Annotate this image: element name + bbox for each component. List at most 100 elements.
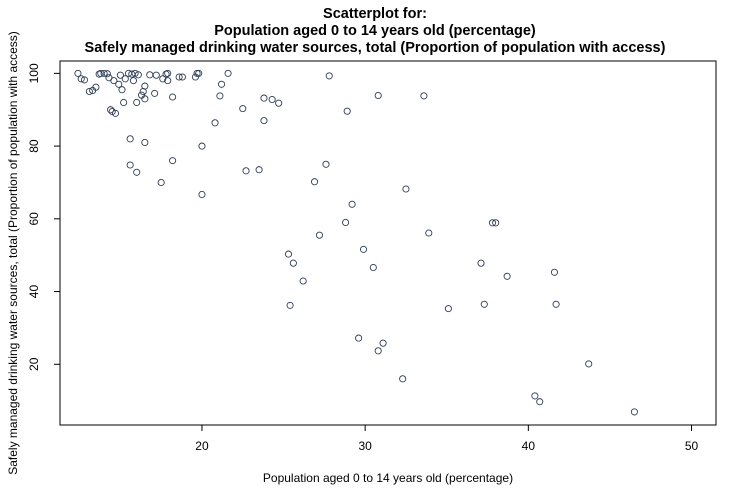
chart-title-line-1: Scatterplot for: — [323, 6, 427, 22]
data-point — [164, 77, 172, 85]
data-point — [260, 117, 268, 125]
data-point — [379, 339, 387, 347]
y-tick-label: 20 — [27, 357, 41, 371]
data-point — [325, 72, 333, 80]
data-point — [138, 91, 146, 99]
data-point — [131, 69, 139, 77]
data-point — [141, 95, 149, 103]
data-point — [402, 185, 410, 193]
data-point — [255, 166, 263, 174]
data-point — [242, 167, 250, 175]
x-tick-label: 30 — [358, 439, 372, 453]
data-point — [369, 263, 377, 272]
data-point — [178, 73, 186, 81]
data-point — [77, 75, 85, 83]
data-point — [211, 119, 219, 127]
x-tick-label: 50 — [685, 439, 699, 453]
y-tick-label: 80 — [27, 139, 41, 153]
data-point — [299, 277, 307, 285]
data-point — [268, 95, 276, 104]
data-point — [169, 157, 177, 165]
data-point — [134, 71, 142, 79]
data-point — [531, 392, 539, 400]
data-point — [550, 268, 558, 276]
y-tick-label: 40 — [27, 285, 41, 299]
data-point — [342, 218, 350, 227]
data-point — [159, 75, 167, 83]
data-point — [488, 219, 496, 227]
data-point — [224, 69, 232, 77]
data-point — [399, 375, 407, 383]
data-point — [133, 168, 141, 176]
y-axis: 20 40 60 80 100 — [27, 63, 60, 371]
data-point — [359, 245, 368, 253]
x-tick-label: 40 — [522, 439, 536, 453]
data-point — [239, 105, 247, 113]
data-point — [120, 98, 128, 107]
data-point — [284, 250, 293, 258]
data-point — [133, 98, 141, 107]
data-point — [115, 80, 123, 88]
x-tick-label: 20 — [195, 439, 209, 453]
data-point — [420, 92, 428, 100]
data-point — [195, 69, 203, 77]
data-point — [100, 69, 108, 77]
data-point — [286, 301, 294, 309]
data-point — [492, 219, 500, 227]
data-point — [85, 87, 93, 96]
y-axis-label: Safely managed drinking water sources, t… — [6, 31, 20, 475]
data-point — [110, 77, 118, 85]
data-point — [425, 229, 433, 237]
data-point — [118, 86, 126, 94]
data-point — [116, 71, 124, 79]
data-point — [198, 190, 206, 199]
chart-title-line-2: Population aged 0 to 14 years old (perce… — [214, 23, 536, 39]
data-point — [152, 71, 160, 79]
data-point — [141, 138, 149, 147]
data-point — [374, 91, 382, 100]
data-point — [536, 398, 544, 406]
data-point — [121, 75, 129, 83]
data-point — [311, 178, 319, 186]
data-point — [111, 109, 120, 117]
x-axis-label: Population aged 0 to 14 years old (perce… — [263, 471, 513, 485]
data-point — [477, 259, 485, 267]
y-tick-label: 60 — [27, 212, 41, 226]
data-point — [146, 71, 154, 79]
data-point — [315, 231, 324, 239]
data-point — [107, 106, 115, 114]
data-point — [630, 408, 638, 416]
y-tick-label: 100 — [27, 63, 41, 83]
data-point — [444, 305, 452, 313]
data-point — [552, 300, 560, 308]
data-point — [80, 76, 89, 84]
data-point — [275, 99, 283, 107]
data-point — [169, 93, 177, 101]
chart-title-line-3: Safely managed drinking water sources, t… — [84, 40, 666, 56]
data-point — [126, 135, 134, 143]
data-point — [157, 178, 165, 187]
data-point — [129, 77, 137, 85]
data-point — [216, 92, 224, 100]
data-point — [218, 80, 226, 88]
plot-frame — [59, 60, 717, 426]
x-axis: 20 30 40 50 — [195, 425, 699, 453]
data-point — [480, 300, 488, 308]
data-points — [74, 69, 638, 416]
data-point — [348, 200, 356, 208]
data-point — [164, 69, 172, 77]
data-point — [343, 107, 351, 115]
data-point — [74, 69, 82, 77]
data-point — [198, 142, 206, 150]
data-point — [103, 70, 111, 78]
data-point — [151, 89, 159, 97]
data-point — [355, 334, 363, 342]
data-point — [260, 94, 268, 102]
data-point — [126, 161, 134, 169]
data-point — [175, 73, 183, 81]
data-point — [503, 272, 511, 280]
data-point — [322, 160, 330, 168]
data-point — [374, 347, 382, 355]
data-point — [92, 83, 100, 91]
